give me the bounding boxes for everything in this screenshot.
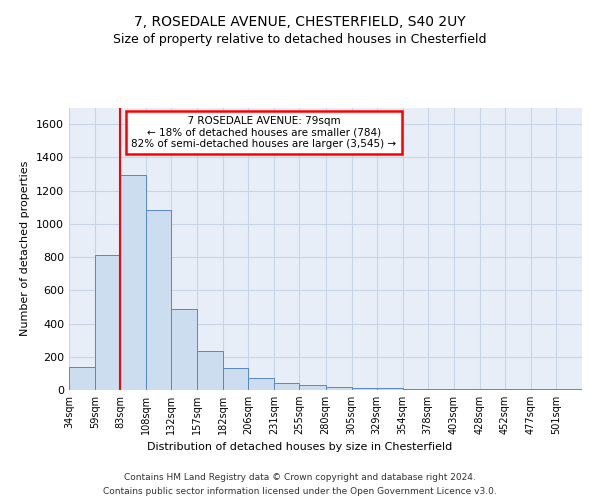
Bar — [223, 368, 248, 390]
Y-axis label: Number of detached properties: Number of detached properties — [20, 161, 31, 336]
Bar — [197, 351, 223, 390]
Text: 7 ROSEDALE AVENUE: 79sqm  
← 18% of detached houses are smaller (784)
82% of sem: 7 ROSEDALE AVENUE: 79sqm ← 18% of detach… — [131, 116, 397, 149]
Bar — [505, 389, 531, 390]
Bar — [146, 210, 171, 390]
Bar — [274, 382, 299, 390]
Text: Contains HM Land Registry data © Crown copyright and database right 2024.: Contains HM Land Registry data © Crown c… — [124, 472, 476, 482]
Bar — [377, 388, 403, 390]
Bar — [454, 389, 480, 390]
Bar — [531, 389, 556, 390]
Bar — [352, 388, 377, 390]
Bar — [428, 388, 454, 390]
Bar — [325, 387, 352, 390]
Text: 7, ROSEDALE AVENUE, CHESTERFIELD, S40 2UY: 7, ROSEDALE AVENUE, CHESTERFIELD, S40 2U… — [134, 15, 466, 29]
Bar — [120, 175, 146, 390]
Bar — [480, 389, 505, 390]
Bar — [299, 386, 325, 390]
Bar — [95, 256, 120, 390]
Bar — [171, 308, 197, 390]
Bar — [248, 378, 274, 390]
Bar — [403, 388, 428, 390]
Bar — [556, 389, 582, 390]
Text: Contains public sector information licensed under the Open Government Licence v3: Contains public sector information licen… — [103, 488, 497, 496]
Text: Size of property relative to detached houses in Chesterfield: Size of property relative to detached ho… — [113, 32, 487, 46]
Text: Distribution of detached houses by size in Chesterfield: Distribution of detached houses by size … — [148, 442, 452, 452]
Bar — [69, 366, 95, 390]
